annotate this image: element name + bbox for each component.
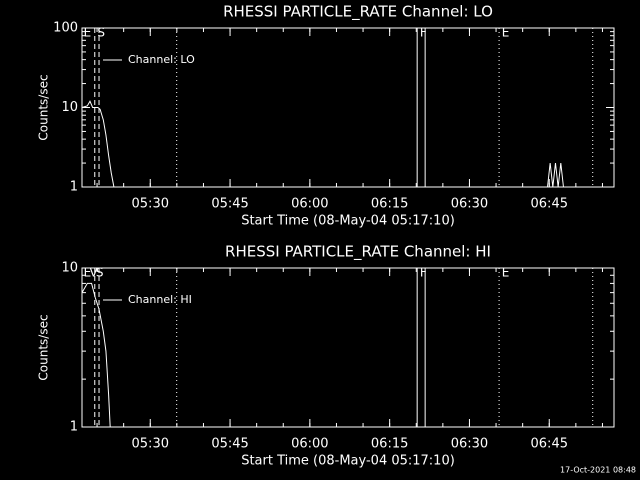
- x-tick-label: 06:00: [291, 197, 328, 212]
- flag-label: E: [84, 266, 92, 280]
- flag-label: S: [97, 26, 105, 40]
- x-tick-label: 06:00: [291, 437, 328, 452]
- legend-label: Channel: HI: [128, 293, 192, 306]
- y-tick-label: 10: [61, 261, 78, 276]
- y-axis-label: Counts/sec: [37, 314, 51, 380]
- x-tick-label: 06:45: [531, 437, 568, 452]
- x-tick-label: 06:30: [451, 197, 488, 212]
- chart-title: RHESSI PARTICLE_RATE Channel: HI: [225, 243, 491, 262]
- series-line: [81, 282, 111, 428]
- x-tick-label: 06:30: [451, 437, 488, 452]
- series-line: [81, 100, 564, 188]
- flag-label: F: [420, 26, 427, 40]
- x-tick-label: 05:30: [132, 437, 169, 452]
- x-tick-label: 05:30: [132, 197, 169, 212]
- flag-label: F: [420, 266, 427, 280]
- flag-label: E: [502, 266, 510, 280]
- legend-label: Channel: LO: [128, 53, 195, 66]
- y-tick-label: 1: [70, 420, 78, 435]
- x-tick-label: 05:45: [211, 437, 248, 452]
- y-tick-label: 1: [70, 180, 78, 195]
- y-tick-label: 100: [53, 21, 78, 36]
- x-tick-label: 06:15: [371, 197, 408, 212]
- flag-label: E: [84, 26, 92, 40]
- x-tick-label: 05:45: [211, 197, 248, 212]
- plot-frame: [81, 27, 615, 188]
- x-axis-label: Start Time (08-May-04 05:17:10): [241, 454, 455, 469]
- footer-timestamp: 17-Oct-2021 08:48: [560, 466, 636, 475]
- x-tick-label: 06:15: [371, 437, 408, 452]
- plot-frame: [81, 267, 615, 428]
- chart-title: RHESSI PARTICLE_RATE Channel: LO: [223, 3, 493, 22]
- y-tick-label: 10: [61, 100, 78, 115]
- x-tick-label: 06:45: [531, 197, 568, 212]
- flag-label: E: [502, 26, 510, 40]
- y-axis-label: Counts/sec: [37, 74, 51, 140]
- flag-label: S: [96, 266, 104, 280]
- flag-label: V: [89, 266, 98, 280]
- x-axis-label: Start Time (08-May-04 05:17:10): [241, 214, 455, 229]
